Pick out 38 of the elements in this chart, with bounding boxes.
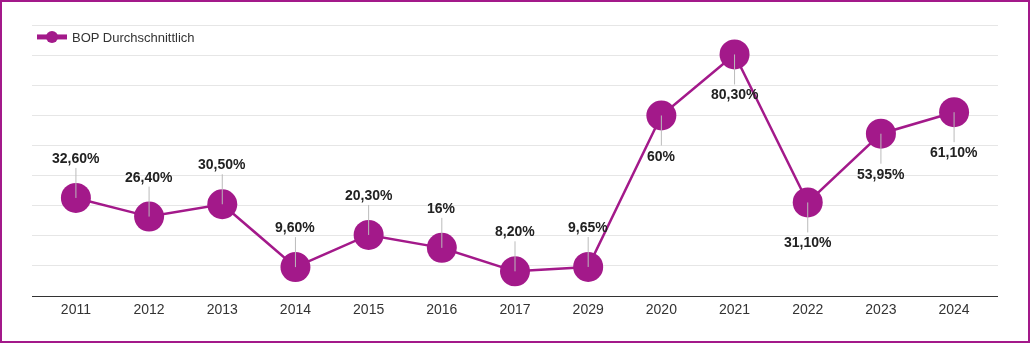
x-tick-label: 2023 [865, 300, 897, 317]
point [719, 39, 750, 70]
data-label: 16% [427, 200, 456, 216]
data-label: 31,10% [784, 234, 833, 250]
x-tick-label: 2022 [792, 300, 824, 317]
point [939, 97, 970, 128]
x-tick-label: 2014 [279, 300, 312, 317]
point [573, 251, 604, 282]
point [865, 118, 896, 149]
data-label: 32,60% [52, 150, 101, 166]
point [500, 256, 530, 287]
data-label: 53,95% [857, 166, 906, 182]
point [60, 182, 91, 213]
point [353, 219, 384, 250]
data-label: 9,60% [275, 219, 316, 235]
point [134, 201, 165, 232]
point [646, 100, 677, 131]
x-tick-label: 2017 [499, 300, 531, 317]
x-tick-label: 2013 [206, 300, 239, 317]
x-tick-label: 2029 [572, 300, 604, 317]
data-label: 20,30% [345, 187, 394, 203]
data-label: 60% [647, 148, 676, 164]
x-tick-label: 2011 [60, 300, 92, 317]
point [280, 252, 311, 283]
x-tick-label: 2016 [426, 300, 458, 317]
x-tick-label: 2015 [353, 300, 385, 317]
x-tick-label: 2021 [718, 300, 751, 317]
data-label: 26,40% [125, 169, 174, 185]
data-label: 61,10% [930, 144, 979, 160]
point [426, 232, 457, 263]
x-tick-label: 2020 [645, 300, 678, 317]
point [207, 189, 238, 220]
point [792, 187, 823, 218]
x-tick-label: 2024 [938, 300, 970, 317]
legend-label: BOP Durchschnittlich [72, 30, 195, 46]
x-tick-label: 2012 [133, 300, 165, 317]
data-label: 30,50% [198, 156, 247, 172]
data-label: 8,20% [495, 223, 536, 239]
